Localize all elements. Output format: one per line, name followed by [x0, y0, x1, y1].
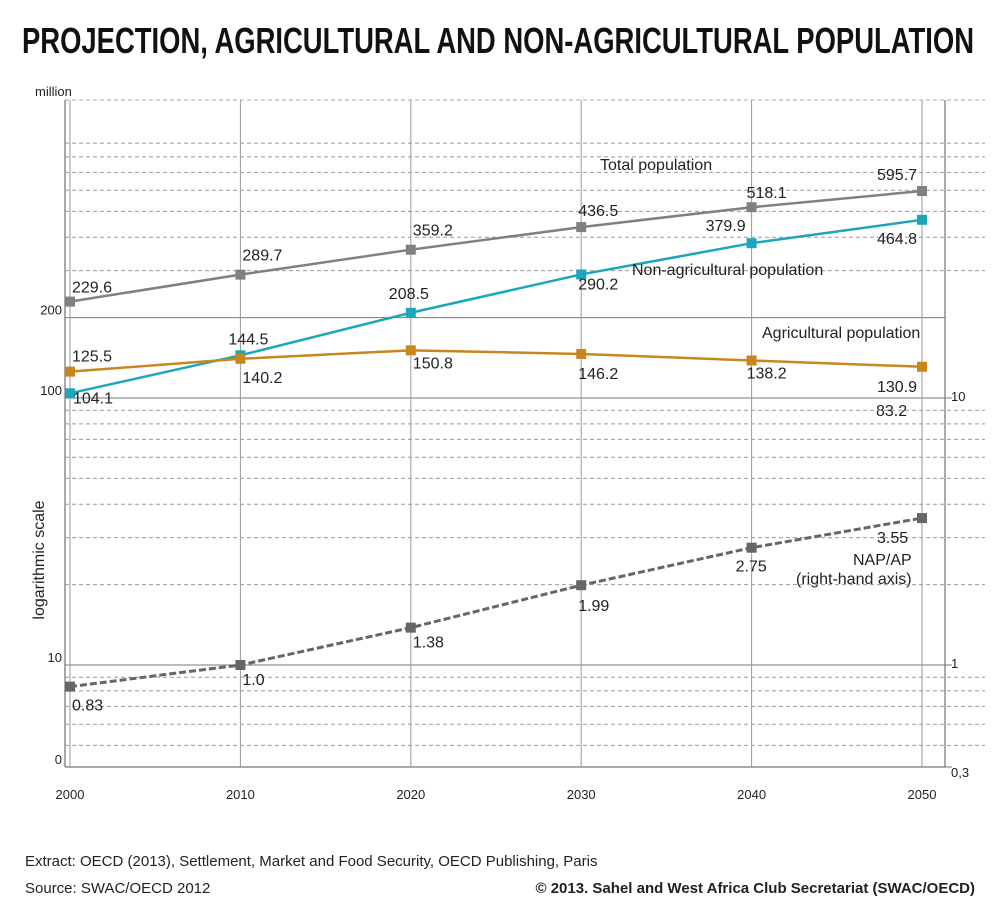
data-label: 359.2	[413, 223, 453, 240]
data-point	[65, 296, 75, 307]
data-label: 144.5	[228, 331, 268, 348]
data-label: 289.7	[242, 248, 282, 265]
data-point	[917, 186, 927, 197]
data-label: 1.38	[413, 635, 444, 652]
data-point	[746, 355, 757, 366]
y-tick-label: 10	[48, 650, 62, 665]
data-label: 208.5	[389, 286, 429, 303]
data-point	[65, 366, 75, 377]
x-tick-label: 2020	[396, 787, 425, 802]
data-label: 150.8	[413, 355, 453, 372]
data-label: 1.99	[578, 598, 609, 615]
series-name: Total population	[600, 157, 712, 174]
series-line	[69, 516, 923, 689]
y2-tick-label: 0,3	[951, 765, 969, 780]
data-label: 138.2	[747, 365, 787, 382]
y-axis-label: logarithmic scale	[31, 500, 48, 619]
data-label: 229.6	[72, 280, 112, 297]
series-line	[69, 349, 923, 373]
series-line	[69, 189, 923, 303]
y2-tick-label: 10	[951, 389, 965, 404]
x-tick-label: 2030	[567, 787, 596, 802]
data-label: 125.5	[72, 349, 112, 366]
data-label: 0.83	[72, 698, 103, 715]
data-point	[405, 622, 416, 633]
data-point	[576, 348, 587, 359]
y-tick-label: 200	[40, 303, 62, 318]
data-point	[235, 353, 246, 364]
data-label: 1.0	[242, 672, 264, 689]
chart-title: PROJECTION, AGRICULTURAL AND NON-AGRICUL…	[22, 20, 974, 61]
data-point	[405, 345, 416, 356]
data-label: 146.2	[578, 366, 618, 383]
data-point	[576, 269, 587, 280]
copyright: © 2013. Sahel and West Africa Club Secre…	[535, 880, 975, 897]
x-tick-label: 2050	[908, 787, 937, 802]
note: Source: SWAC/OECD 2012	[25, 880, 210, 897]
data-point	[746, 542, 757, 553]
data-point	[65, 388, 75, 399]
note: Extract: OECD (2013), Settlement, Market…	[25, 853, 597, 870]
data-label: 595.7	[877, 167, 917, 184]
data-label: 130.9	[877, 379, 917, 396]
series-name: Non-agricultural population	[632, 262, 823, 279]
y-tick-label: 100	[40, 383, 62, 398]
series-line	[69, 218, 923, 395]
data-point	[917, 513, 927, 524]
data-label: 2.75	[736, 559, 767, 576]
x-tick-label: 2010	[226, 787, 255, 802]
data-label: 379.9	[706, 218, 746, 235]
data-point	[576, 222, 587, 233]
data-point	[235, 269, 246, 280]
y2-tick-label: 1	[951, 656, 958, 671]
data-label: 104.1	[73, 390, 113, 407]
y-unit: million	[35, 84, 72, 99]
data-point	[917, 214, 927, 225]
x-tick-label: 2040	[737, 787, 766, 802]
data-point	[235, 660, 246, 671]
data-label: 518.1	[747, 185, 787, 202]
data-label: 290.2	[578, 276, 618, 293]
data-label: 464.8	[877, 231, 917, 248]
series-name: Agricultural population	[762, 325, 920, 342]
data-point	[405, 244, 416, 255]
series-name: NAP/AP	[853, 552, 912, 569]
y-tick-label: 0	[55, 752, 62, 767]
data-label: 3.55	[877, 530, 908, 547]
data-point	[917, 361, 927, 372]
data-point	[65, 681, 75, 692]
data-point	[746, 202, 757, 213]
annotation: 83.2	[876, 403, 907, 420]
x-tick-label: 2000	[56, 787, 85, 802]
annotation: (right-hand axis)	[796, 571, 912, 588]
data-point	[576, 580, 587, 591]
data-label: 140.2	[242, 370, 282, 387]
data-label: 436.5	[578, 203, 618, 220]
data-point	[746, 238, 757, 249]
data-point	[405, 307, 416, 318]
